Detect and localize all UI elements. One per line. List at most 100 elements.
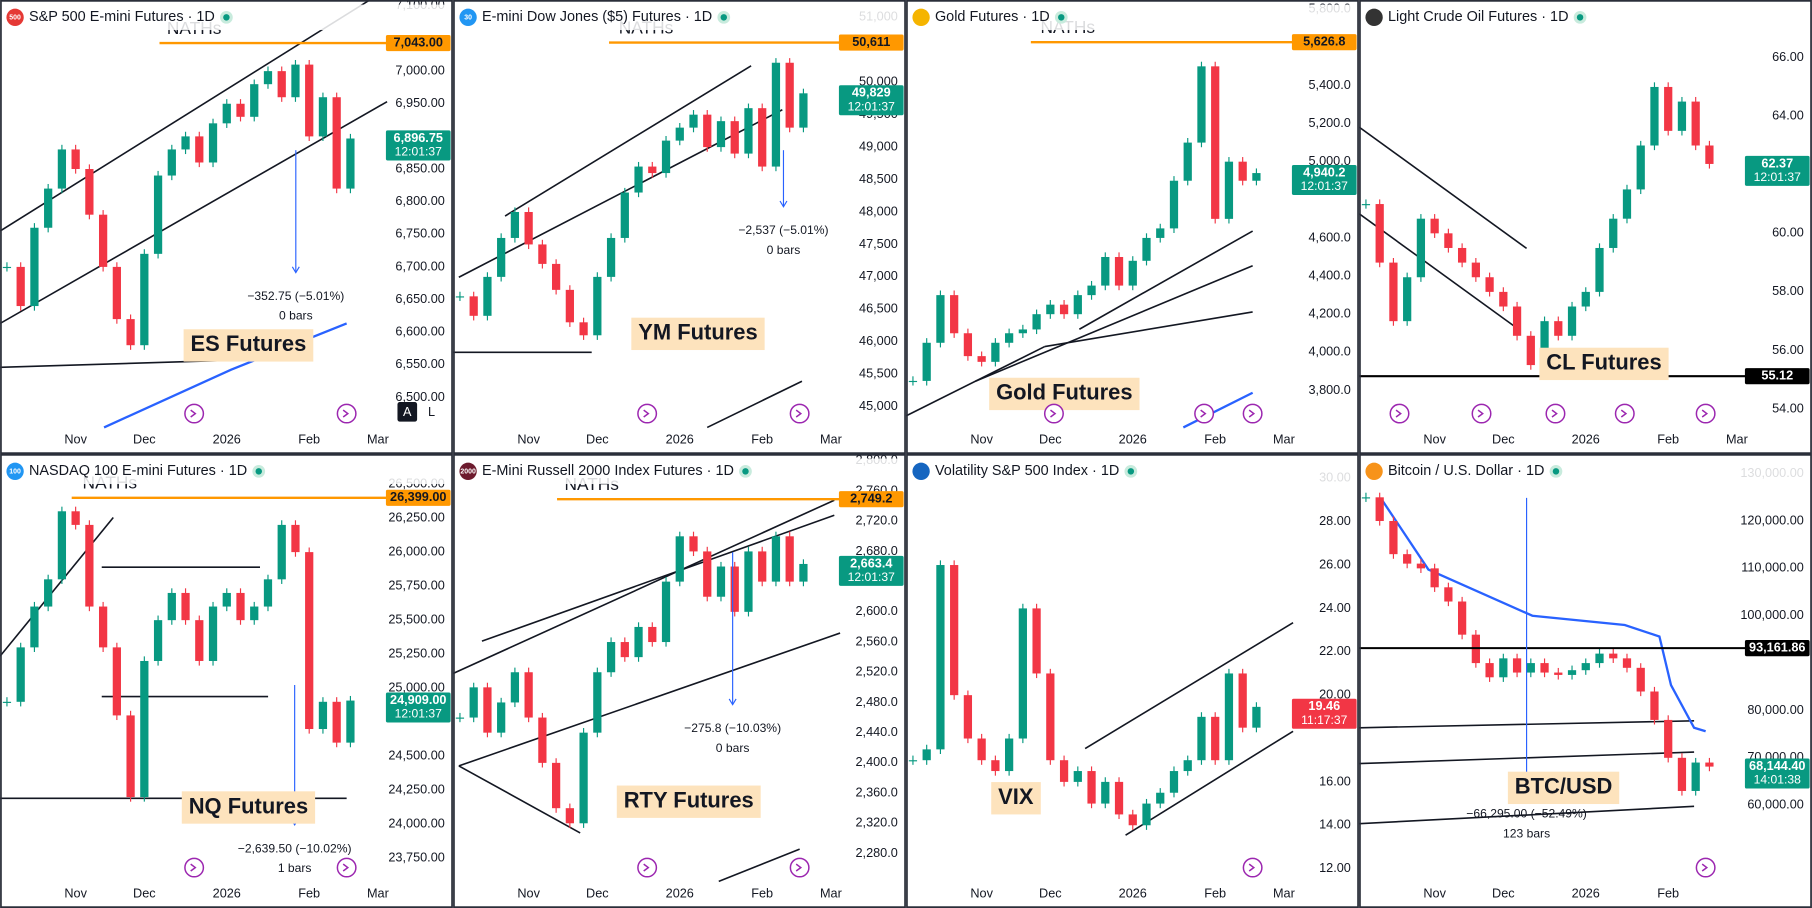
y-tick-label: 100,000.00 bbox=[1740, 608, 1804, 622]
chart-title[interactable]: E-Mini Russell 2000 Index Futures · 1D bbox=[482, 463, 734, 479]
indicator-icon-glyph bbox=[1395, 409, 1402, 418]
candle bbox=[1554, 672, 1563, 675]
x-tick-label: Mar bbox=[1273, 886, 1296, 900]
candle bbox=[963, 695, 973, 739]
scale-button[interactable] bbox=[397, 402, 418, 422]
trend-line bbox=[1044, 311, 1253, 348]
candle bbox=[1128, 814, 1137, 826]
chart-title[interactable]: Bitcoin / U.S. Dollar · 1D bbox=[1388, 463, 1544, 479]
price-label: 6,896.75 bbox=[394, 131, 443, 145]
candle bbox=[16, 266, 25, 307]
chart-tag-box bbox=[631, 317, 765, 351]
measure-arrowhead bbox=[779, 200, 788, 208]
candle bbox=[1664, 719, 1673, 758]
y-tick-label: 45,000 bbox=[859, 399, 898, 413]
candle bbox=[908, 380, 918, 383]
candle bbox=[195, 620, 204, 661]
candle bbox=[716, 121, 726, 148]
y-tick-label: 12.00 bbox=[1319, 861, 1351, 875]
candle bbox=[620, 192, 629, 238]
measure-text: −2,639.50 (−10.02%) bbox=[238, 841, 352, 855]
chart-title[interactable]: Volatility S&P 500 Index · 1D bbox=[935, 463, 1119, 479]
candle bbox=[730, 566, 739, 612]
candle bbox=[57, 149, 67, 189]
indicator-icon-glyph bbox=[643, 409, 650, 418]
y-tick-label: 6,600.00 bbox=[395, 325, 444, 339]
candle bbox=[1389, 520, 1398, 555]
y-tick-label: 110,000.00 bbox=[1741, 561, 1804, 575]
candle bbox=[1046, 673, 1055, 761]
price-label-box bbox=[385, 489, 451, 506]
y-tick-label: 25,750.00 bbox=[388, 578, 444, 592]
indicator-icon-glyph bbox=[342, 863, 350, 872]
candle bbox=[1430, 218, 1439, 234]
y-tick-label: 4,200.0 bbox=[1308, 307, 1350, 321]
candle bbox=[1361, 497, 1371, 499]
candle bbox=[44, 579, 53, 607]
chart-tag-box bbox=[1507, 771, 1620, 805]
candle bbox=[346, 700, 355, 743]
y-tick-label: 7,000.00 bbox=[395, 63, 444, 77]
y-tick-label: 2,280.0 bbox=[855, 846, 897, 860]
candle bbox=[689, 536, 698, 552]
candle bbox=[140, 660, 149, 798]
candle bbox=[1444, 587, 1453, 602]
candle bbox=[510, 672, 520, 703]
price-label-countdown: 12:01:37 bbox=[395, 145, 442, 159]
trend-line bbox=[458, 632, 841, 767]
candle bbox=[1416, 218, 1426, 278]
panel-background bbox=[906, 454, 1359, 908]
trend-line bbox=[458, 109, 783, 278]
candle bbox=[1156, 228, 1165, 238]
candle bbox=[703, 551, 712, 597]
scale-button[interactable] bbox=[421, 402, 442, 422]
indicator-icon-glyph bbox=[1200, 409, 1207, 418]
candle bbox=[250, 84, 259, 117]
candle bbox=[1457, 247, 1467, 263]
candle bbox=[277, 71, 286, 98]
measure-text: −66,295.00 (−52.49%) bbox=[1466, 807, 1587, 821]
chart-tag-box bbox=[616, 785, 761, 818]
trend-line bbox=[453, 499, 835, 675]
candle bbox=[236, 103, 245, 117]
chart-title[interactable]: S&P 500 E-mini Futures · 1D bbox=[29, 9, 215, 25]
measure-text: −352.75 (−5.01%) bbox=[247, 289, 344, 303]
chart-title[interactable]: Gold Futures · 1D bbox=[935, 9, 1050, 25]
trend-line bbox=[906, 345, 1046, 417]
measure-arrowhead bbox=[291, 266, 300, 274]
candle bbox=[551, 263, 561, 290]
measure-text: 0 bars bbox=[279, 309, 313, 323]
candle bbox=[1087, 771, 1096, 804]
chart-title[interactable]: Light Crude Oil Futures · 1D bbox=[1388, 9, 1569, 25]
chart-panel: NovDec2026FebMar2,800.02,760.02,720.02,6… bbox=[453, 454, 906, 908]
candle bbox=[1073, 295, 1082, 315]
candle bbox=[1636, 667, 1645, 692]
candle bbox=[1691, 762, 1700, 791]
y-tick-label: 25,250.00 bbox=[388, 647, 444, 661]
measure-text: 0 bars bbox=[767, 243, 801, 257]
candle bbox=[30, 606, 39, 648]
candle bbox=[1705, 145, 1714, 164]
candle bbox=[1101, 781, 1110, 804]
candle bbox=[1540, 663, 1549, 673]
y-tick-label: 24,500.00 bbox=[388, 749, 444, 763]
x-tick-label: Mar bbox=[1726, 432, 1749, 446]
candle bbox=[1142, 237, 1151, 261]
candle bbox=[98, 606, 108, 648]
scale-button-label[interactable]: A bbox=[403, 405, 412, 419]
chart-title[interactable]: E-mini Dow Jones ($5) Futures · 1D bbox=[482, 9, 712, 25]
chart-tag-box bbox=[181, 791, 316, 824]
x-tick-label: 2026 bbox=[1119, 432, 1147, 446]
chart-tag-box bbox=[991, 782, 1041, 815]
x-tick-label: Feb bbox=[751, 432, 773, 446]
candle bbox=[758, 108, 767, 167]
chart-title[interactable]: NASDAQ 100 E-mini Futures · 1D bbox=[29, 463, 247, 479]
candle bbox=[497, 702, 506, 733]
x-tick-label: Mar bbox=[367, 886, 390, 900]
candle bbox=[1677, 757, 1687, 791]
candle bbox=[455, 296, 465, 298]
scale-button-label[interactable]: L bbox=[428, 405, 435, 419]
candle bbox=[236, 592, 245, 621]
candle bbox=[222, 592, 231, 607]
x-tick-label: Nov bbox=[1423, 432, 1446, 446]
